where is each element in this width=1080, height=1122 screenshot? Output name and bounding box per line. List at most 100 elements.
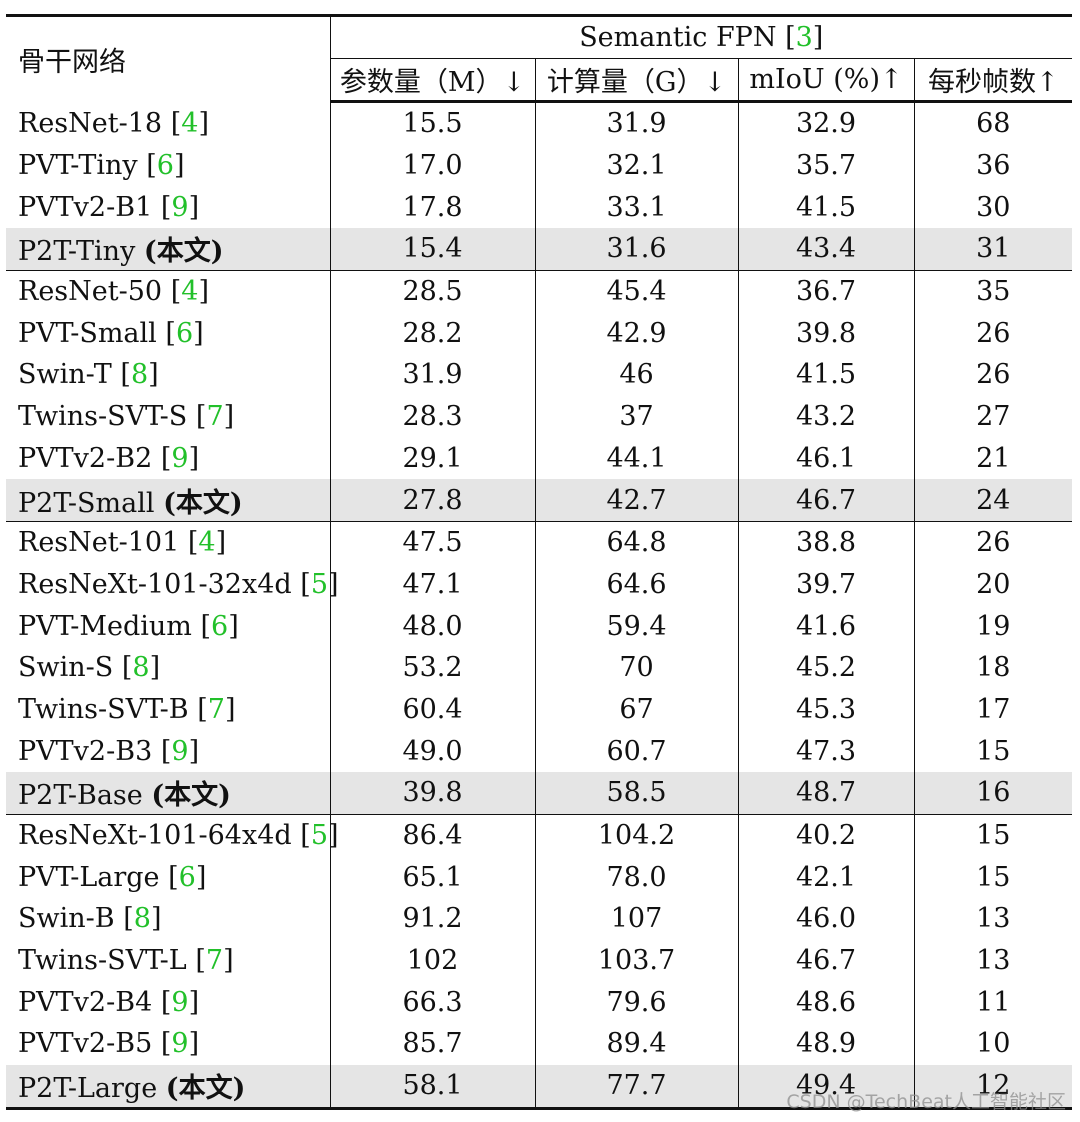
- fps-cell: 16: [914, 772, 1073, 815]
- citation-link[interactable]: 7: [207, 693, 225, 725]
- params-cell: 58.1: [330, 1064, 536, 1110]
- miou-cell: 41.5: [738, 354, 915, 396]
- fps-cell: 15: [976, 820, 1011, 852]
- table-row: ResNeXt-101-32x4d [5] 47.1 64.6 39.7 20: [6, 563, 1072, 606]
- backbone-cell: ResNet-50 [4]: [6, 270, 331, 313]
- flops-cell: 44.1: [535, 437, 739, 480]
- miou-cell: 38.8: [738, 521, 915, 564]
- flops-cell: 77.7: [535, 1064, 739, 1110]
- citation-link[interactable]: 7: [205, 945, 224, 977]
- miou-cell: 35.7: [738, 144, 915, 187]
- flops-cell: 42.9: [535, 312, 739, 355]
- results-table-container: 骨干网络 Semantic FPN [3] 参数量（M）↓ 计算量（G）↓ mI…: [6, 14, 1073, 1110]
- table-row: P2T-Tiny (本文) 15.4 31.6 43.4 31: [6, 228, 1073, 271]
- backbone-cell: PVT-Small [6]: [6, 312, 331, 355]
- citation-link[interactable]: 8: [132, 652, 150, 684]
- citation-link[interactable]: 9: [171, 442, 189, 474]
- citation-link[interactable]: 4: [181, 107, 199, 139]
- params-header: 参数量（M）↓: [330, 58, 536, 103]
- miou-cell: 39.7: [738, 563, 915, 606]
- citation-link[interactable]: 8: [130, 359, 149, 391]
- backbone-cell: Twins-SVT-L [7]: [6, 939, 331, 982]
- citation-link[interactable]: 5: [310, 568, 328, 600]
- flops-cell: 78.0: [535, 856, 739, 899]
- group-header-ref[interactable]: 3: [795, 22, 813, 53]
- fps-cell: 30: [976, 191, 1011, 223]
- citation-link[interactable]: 5: [310, 820, 328, 852]
- citation-link[interactable]: 9: [171, 191, 189, 223]
- fps-cell: 68: [976, 108, 1011, 140]
- citation-link[interactable]: 4: [198, 527, 216, 559]
- params-cell: 60.4: [330, 688, 536, 731]
- flops-cell: 89.4: [535, 1023, 739, 1065]
- backbone-name: PVT-Large: [18, 861, 160, 893]
- fps-cell: 11: [976, 986, 1011, 1018]
- backbone-name: P2T-Large: [18, 1073, 158, 1105]
- params-cell: 17.8: [330, 186, 536, 229]
- miou-cell: 40.2: [738, 814, 915, 857]
- citation-link[interactable]: 7: [206, 401, 224, 433]
- table-row: PVT-Tiny [6] 17.0 32.1 35.7 36: [6, 144, 1072, 187]
- backbone-cell: P2T-Base (本文): [6, 772, 331, 815]
- flops-cell: 31.9: [535, 101, 739, 145]
- miou-cell: 48.6: [738, 981, 915, 1024]
- miou-cell: 43.4: [738, 228, 915, 271]
- table-row: P2T-Small (本文) 27.8 42.7 46.7 24: [6, 479, 1073, 522]
- table-row: PVTv2-B1 [9] 17.8 33.1 41.5 30: [6, 186, 1072, 229]
- citation-link[interactable]: 9: [171, 986, 189, 1018]
- backbone-name: Swin-B: [18, 903, 115, 935]
- table-row: Swin-S [8] 53.2 70 45.2 18: [6, 646, 1072, 689]
- miou-cell: 46.7: [738, 939, 915, 982]
- citation-link[interactable]: 9: [171, 1028, 189, 1060]
- params-cell: 39.8: [330, 772, 536, 815]
- fps-cell: 26: [976, 317, 1011, 349]
- backbone-name: PVTv2-B5: [18, 1028, 153, 1060]
- backbone-cell: ResNeXt-101-64x4d [5]: [6, 814, 339, 857]
- fps-cell: 26: [976, 527, 1011, 559]
- fps-cell: 31: [914, 228, 1073, 271]
- table-row: Twins-SVT-L [7] 102 103.7 46.7 13: [6, 939, 1072, 982]
- citation-link[interactable]: 6: [178, 861, 196, 893]
- backbone-name: ResNet-50: [18, 276, 163, 308]
- citation-link[interactable]: 6: [156, 150, 174, 182]
- fps-cell: 15: [976, 861, 1011, 893]
- fps-cell: 26: [976, 359, 1011, 391]
- citation-link[interactable]: 8: [133, 903, 151, 935]
- params-cell: 47.1: [330, 563, 536, 606]
- fps-cell: 13: [976, 903, 1011, 935]
- backbone-cell: P2T-Large (本文): [6, 1064, 331, 1110]
- params-cell: 91.2: [330, 898, 536, 940]
- fps-cell: 24: [914, 479, 1073, 522]
- citation-link[interactable]: 9: [171, 735, 189, 767]
- citation-link[interactable]: 6: [175, 317, 194, 349]
- flops-cell: 79.6: [535, 981, 739, 1024]
- backbone-cell: P2T-Tiny (本文): [6, 228, 331, 271]
- params-cell: 86.4: [330, 814, 536, 857]
- semantic-fpn-header: Semantic FPN [3]: [330, 14, 1073, 59]
- fps-cell: 12: [914, 1064, 1073, 1110]
- params-cell: 49.0: [330, 730, 536, 772]
- backbone-name: ResNeXt-101-64x4d: [18, 820, 292, 852]
- table-row: PVTv2-B3 [9] 49.0 60.7 47.3 15: [6, 730, 1072, 772]
- citation-link[interactable]: 4: [181, 276, 199, 308]
- backbone-name: PVT-Medium: [18, 610, 192, 642]
- flops-cell: 37: [535, 395, 739, 438]
- fps-cell: 13: [976, 945, 1011, 977]
- citation-link[interactable]: 6: [211, 610, 229, 642]
- miou-cell: 41.6: [738, 605, 915, 647]
- params-cell: 48.0: [330, 605, 536, 647]
- results-table: 骨干网络 Semantic FPN [3] 参数量（M）↓ 计算量（G）↓ mI…: [6, 14, 1073, 1110]
- table-body: ResNet-18 [4] 15.5 31.9 32.9 68 PVT-Tiny [6] 1…: [6, 101, 1073, 1110]
- backbone-name: ResNet-101: [18, 527, 180, 559]
- backbone-name: Swin-T: [18, 359, 112, 391]
- params-cell: 31.9: [330, 354, 536, 396]
- table-row: P2T-Large (本文) 58.1 77.7 49.4 12: [6, 1064, 1073, 1110]
- miou-cell: 45.2: [738, 646, 915, 689]
- backbone-name: PVTv2-B3: [18, 735, 153, 767]
- params-cell: 85.7: [330, 1023, 536, 1065]
- fps-cell: 18: [976, 652, 1011, 684]
- fps-cell: 21: [976, 442, 1011, 474]
- table-row: ResNeXt-101-64x4d [5] 86.4 104.2 40.2 15: [6, 814, 1072, 857]
- backbone-cell: Swin-B [8]: [6, 898, 331, 940]
- flops-cell: 46: [535, 354, 739, 396]
